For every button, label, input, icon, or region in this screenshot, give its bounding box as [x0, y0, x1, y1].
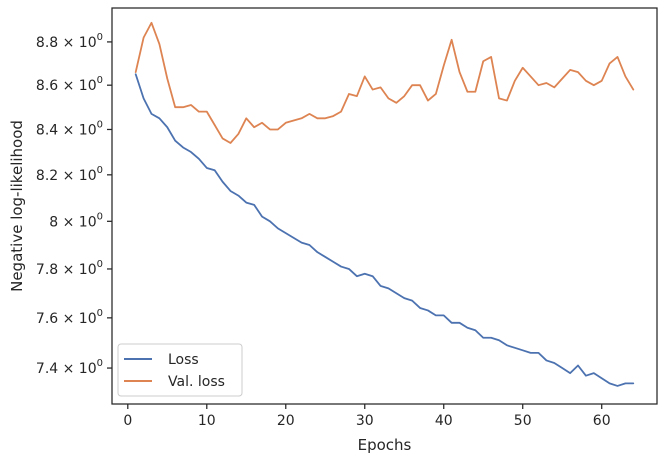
x-tick-label: 0 [123, 413, 132, 429]
x-tick-label: 60 [593, 413, 611, 429]
x-tick-label: 20 [277, 413, 295, 429]
y-axis: 7.4 × 100 7.6 × 100 7.8 × 100 8 × 100 8.2 × … [36, 32, 112, 377]
y-tick-label: 7.8 × 100 [36, 259, 103, 278]
y-tick-label: 8.2 × 100 [36, 165, 103, 184]
legend-label-loss: Loss [168, 352, 199, 368]
series-layer [134, 21, 635, 387]
x-tick-label: 50 [514, 413, 532, 429]
series-line-val-loss [134, 21, 635, 144]
series-line-loss [134, 73, 635, 387]
y-tick-label: 7.6 × 100 [36, 308, 103, 327]
y-tick-label: 8.6 × 100 [36, 75, 103, 94]
y-tick-label: 8.4 × 100 [36, 119, 103, 138]
x-tick-label: 40 [435, 413, 453, 429]
x-axis-label: Epochs [358, 436, 412, 454]
y-tick-label: 7.4 × 100 [36, 358, 103, 377]
legend: Loss Val. loss [117, 343, 243, 397]
x-tick-label: 10 [198, 413, 216, 429]
plot-area-frame [111, 7, 658, 405]
y-tick-label: 8 × 100 [49, 211, 103, 230]
x-axis: 0 10 20 30 40 50 60 [123, 404, 611, 429]
legend-box [117, 343, 243, 397]
y-axis-label: Negative log-likelihood [8, 120, 26, 292]
x-tick-label: 30 [356, 413, 374, 429]
y-tick-label: 8.8 × 100 [36, 32, 103, 51]
legend-label-val-loss: Val. loss [168, 374, 225, 390]
